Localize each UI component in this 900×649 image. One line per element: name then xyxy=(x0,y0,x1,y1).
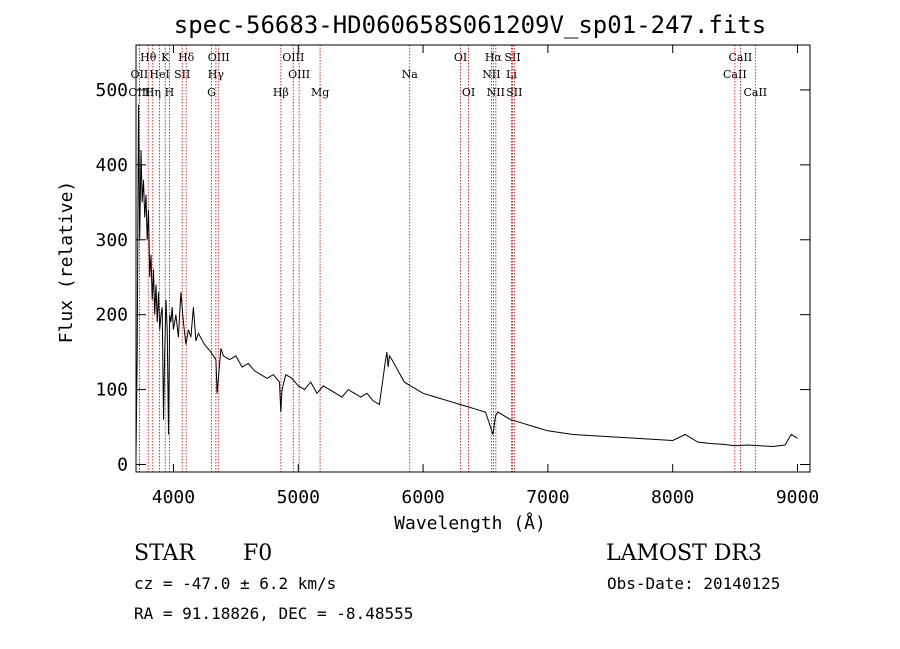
line-label-18: OIII xyxy=(128,86,150,99)
line-label-27: CaII xyxy=(743,86,767,99)
survey-name: LAMOST DR3 xyxy=(606,541,762,566)
redshift-cz: cz = -47.0 ± 6.2 km/s xyxy=(134,574,336,593)
x-tick-label: 8000 xyxy=(651,487,694,508)
spectrum-series xyxy=(135,104,798,458)
line-label-0: Hθ xyxy=(140,51,157,64)
line-label-15: NII xyxy=(482,68,500,81)
y-tick-label: 200 xyxy=(95,305,128,326)
y-tick-label: 400 xyxy=(95,155,128,176)
line-label-10: OII xyxy=(131,68,149,81)
x-tick-label: 4000 xyxy=(152,487,195,508)
line-label-22: Hβ xyxy=(273,86,289,99)
x-axis-ticks: 4000 5000 6000 7000 8000 9000 xyxy=(152,45,819,508)
object-class: STAR xyxy=(134,541,196,566)
x-tick-label: 7000 xyxy=(526,487,569,508)
line-label-25: NII xyxy=(487,86,505,99)
line-label-7: Hα xyxy=(485,51,503,64)
line-label-5: Na xyxy=(402,68,419,81)
x-axis-label: Wavelength (Å) xyxy=(394,512,546,534)
line-label-3: OIII xyxy=(208,51,230,64)
plot-frame xyxy=(135,44,811,473)
x-tick-label: 9000 xyxy=(776,487,819,508)
y-tick-label: 100 xyxy=(95,380,128,401)
spectrum-line xyxy=(135,104,798,458)
coordinates: RA = 91.18826, DEC = -8.48555 xyxy=(134,604,413,623)
y-tick-label: 300 xyxy=(95,230,128,251)
observation-date: Obs-Date: 20140125 xyxy=(607,574,780,593)
line-label-1: K xyxy=(161,51,170,64)
line-label-16: Li xyxy=(506,68,517,81)
line-label-13: Hγ xyxy=(208,68,225,81)
y-tick-label: 0 xyxy=(117,455,128,476)
line-label-2: Hδ xyxy=(178,51,195,64)
line-label-17: CaII xyxy=(723,68,747,81)
line-label-14: OIII xyxy=(288,68,310,81)
chart-title: spec-56683-HD060658S061209V_sp01-247.fit… xyxy=(174,11,766,39)
line-label-8: SII xyxy=(504,51,520,64)
x-tick-label: 5000 xyxy=(277,487,320,508)
y-axis-label: Flux (relative) xyxy=(56,181,77,344)
line-label-4: OIII xyxy=(282,51,304,64)
line-label-24: OI xyxy=(462,86,475,99)
line-label-20: H xyxy=(165,86,175,99)
line-label-19: Hη xyxy=(145,86,161,99)
line-label-23: Mg xyxy=(311,86,329,99)
object-subclass: F0 xyxy=(243,541,272,566)
y-axis-ticks: 0 100 200 300 400 500 xyxy=(95,80,810,476)
line-label-26: SII xyxy=(506,86,522,99)
line-label-6: OI xyxy=(454,51,467,64)
line-label-11: HeI xyxy=(149,68,169,81)
y-tick-label: 500 xyxy=(95,80,128,101)
line-label-9: CaII xyxy=(729,51,753,64)
x-tick-label: 6000 xyxy=(401,487,444,508)
line-label-21: G xyxy=(207,86,216,99)
line-label-12: SII xyxy=(174,68,190,81)
